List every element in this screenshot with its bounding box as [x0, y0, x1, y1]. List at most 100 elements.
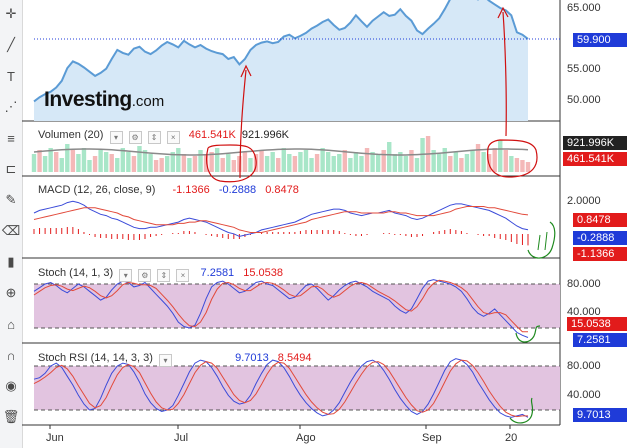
volume-bar [59, 158, 64, 172]
annotation-circle-right [487, 139, 538, 178]
volume-bar [453, 152, 459, 172]
volume-bar [120, 148, 126, 172]
settings-icon[interactable]: ⚙ [138, 269, 152, 282]
volume-bar [242, 152, 248, 172]
macd-pane-label: MACD (12, 26, close, 9) -1.1366 -0.2888 … [38, 184, 299, 196]
volume-bar [281, 148, 286, 172]
time-label: Sep [422, 432, 442, 444]
volume-bar [414, 158, 420, 172]
candle-icon[interactable]: ▮ [7, 254, 15, 269]
volume-bar [31, 154, 37, 172]
macd-indicator-name: MACD (12, 26, close, 9) [38, 184, 156, 196]
investing-logo: Investing.com [44, 88, 164, 112]
volume-bar [459, 158, 464, 172]
stochrsi-k-line [33, 358, 529, 418]
price-tick: 50.000 [567, 94, 601, 106]
drawing-toolbar: ✛ ╱ T ⋰ ≡ ⊏ ✎ ⌫ ▮ ⊕ ⌂ ∩ ◉ 🗑 [0, 0, 23, 448]
close-icon[interactable]: × [176, 269, 190, 282]
volume-tag-dark: 921.996K [563, 136, 627, 150]
volume-bar [276, 158, 281, 172]
volume-bar [370, 152, 375, 172]
price-tick: 55.000 [567, 63, 601, 75]
volume-bar [176, 148, 181, 172]
volume-bar [115, 158, 120, 172]
volume-bar [320, 148, 325, 172]
measure-tool-icon[interactable]: ⊏ [5, 161, 17, 176]
line-tool-icon[interactable]: ╱ [7, 37, 15, 52]
lock-icon[interactable]: ⌂ [7, 316, 15, 332]
dropdown-icon[interactable]: ▾ [109, 131, 123, 144]
volume-bar [248, 158, 253, 172]
volume-bar [375, 154, 381, 172]
volume-bar [309, 158, 314, 172]
stoch-k-tag: 7.2581 [573, 333, 627, 347]
volume-bar [509, 156, 514, 172]
stoch-band [34, 284, 560, 328]
brush-icon[interactable]: ✎ [5, 192, 17, 207]
volume-ma-line [33, 148, 529, 156]
magnet-icon[interactable]: ∩ [6, 347, 16, 363]
volume-bar [237, 156, 242, 172]
macd-hist-value: -1.1366 [172, 184, 210, 196]
volume-tag-red: 461.541K [563, 152, 627, 166]
volume-bar [387, 142, 392, 172]
time-label: Jul [174, 432, 189, 444]
zoom-icon[interactable]: ⊕ [5, 285, 17, 300]
volume-bar [381, 150, 386, 172]
eye-icon[interactable]: ◉ [5, 378, 17, 393]
volume-bar [481, 152, 486, 172]
stochrsi-tick: 40.000 [567, 389, 601, 401]
stochrsi-indicator-name: Stoch RSI (14, 14, 3, 3) [38, 352, 153, 364]
volume-bar [398, 152, 403, 172]
volume-bar [98, 150, 103, 172]
text-tool-icon[interactable]: T [7, 68, 15, 84]
pattern-tool-icon[interactable]: ⋰ [4, 99, 18, 114]
dropdown-icon[interactable]: ▾ [159, 354, 173, 367]
time-label: Ago [296, 432, 316, 444]
settings-icon[interactable]: ⚙ [128, 131, 142, 144]
stoch-d-value: 15.0538 [243, 267, 284, 279]
annotation-green-macd [527, 221, 556, 259]
volume-bar [525, 162, 531, 172]
annotation-green-macd-stroke [537, 231, 548, 251]
price-area [34, 0, 528, 121]
dropdown-icon[interactable]: ▾ [119, 269, 133, 282]
volume-bar [464, 154, 470, 172]
close-icon[interactable]: × [166, 131, 180, 144]
annotation-arrow-right [502, 11, 507, 137]
eraser-icon[interactable]: ⌫ [1, 223, 21, 238]
volume-bar [187, 158, 192, 172]
volume-bar [126, 152, 131, 172]
volume-bar [287, 154, 292, 172]
volume-bar [331, 156, 336, 172]
stochrsi-tick: 80.000 [567, 360, 601, 372]
volume-pane-label: Volumen (20) ▾ ⚙ ⇕ × 461.541K 921.996K [38, 129, 289, 144]
volume-bar [226, 154, 231, 172]
volume-bar [220, 158, 225, 172]
volume-bar [325, 152, 331, 172]
stoch-k-line [33, 279, 529, 338]
stoch-tick: 80.000 [567, 278, 601, 290]
time-label: 20 [505, 432, 518, 444]
logo-brand: Investing [44, 88, 132, 111]
logo-suffix: .com [131, 93, 165, 110]
volume-bar [198, 150, 203, 172]
stochrsi-d-value: 8.5494 [277, 352, 312, 364]
fib-tool-icon[interactable]: ≡ [7, 130, 15, 146]
trash-icon[interactable]: 🗑 [2, 409, 20, 424]
annotation-arrow-left [239, 69, 247, 179]
volume-bar [442, 148, 447, 172]
move-icon[interactable]: ⇕ [147, 131, 161, 144]
volume-bar [148, 154, 153, 172]
volume-bar [142, 150, 148, 172]
volume-bar [42, 156, 48, 172]
volume-bar [81, 148, 87, 172]
volume-bar [76, 154, 81, 172]
volume-bar [475, 144, 481, 172]
crosshair-icon[interactable]: ✛ [5, 6, 17, 21]
stoch-tick: 40.000 [567, 306, 601, 318]
stochrsi-k-tag: 9.7013 [573, 408, 627, 422]
macd-signal-tag: 0.8478 [573, 213, 627, 227]
move-icon[interactable]: ⇕ [157, 269, 171, 282]
